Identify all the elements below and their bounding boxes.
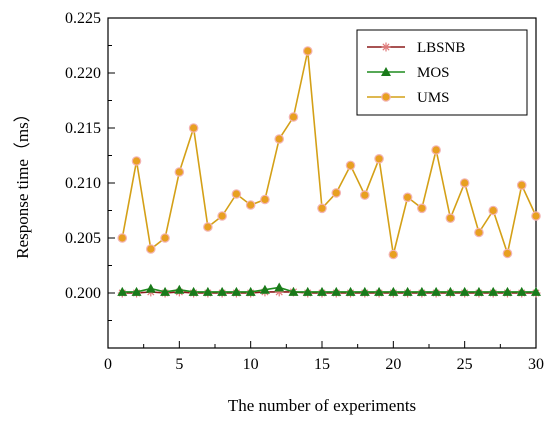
data-point — [288, 112, 299, 122]
data-point — [331, 188, 342, 198]
legend-entry-ums: UMS — [367, 90, 450, 106]
y-axis: 0.200 0.205 0.210 0.215 0.220 0.225 — [65, 10, 115, 349]
data-point — [459, 286, 470, 296]
y-tick-label: 0.200 — [65, 285, 101, 302]
data-point — [317, 203, 327, 214]
data-point — [160, 233, 170, 243]
x-tick-label: 0 — [104, 356, 112, 373]
data-point — [231, 286, 242, 296]
data-point — [288, 286, 299, 296]
data-point — [160, 286, 171, 296]
data-point — [359, 190, 370, 200]
y-tick-label: 0.205 — [65, 230, 101, 247]
data-point — [231, 189, 242, 199]
data-point — [245, 286, 256, 296]
data-point — [345, 286, 356, 296]
data-point — [174, 284, 185, 294]
asterisk-stroke — [382, 43, 390, 51]
data-point — [331, 286, 342, 296]
data-point — [274, 282, 285, 292]
data-point — [474, 227, 484, 238]
y-axis-title: Response time（ms） — [13, 105, 32, 258]
data-point — [502, 286, 513, 296]
data-point — [445, 213, 456, 223]
data-point — [117, 233, 128, 243]
data-point — [488, 286, 499, 296]
data-point — [259, 284, 270, 294]
x-tick-label: 30 — [528, 356, 544, 373]
data-point — [302, 46, 313, 56]
data-point — [516, 286, 527, 296]
series-line — [121, 50, 537, 257]
data-point — [416, 286, 427, 296]
data-point — [202, 286, 213, 296]
data-point — [188, 123, 199, 133]
data-point — [317, 286, 327, 296]
data-point — [445, 286, 456, 296]
legend-entry-lbsnb: LBSNB — [367, 40, 465, 56]
data-point — [146, 244, 156, 254]
data-point — [374, 154, 384, 164]
data-point — [217, 286, 228, 296]
x-tick-label: 10 — [243, 356, 259, 373]
x-tick-label: 25 — [457, 356, 473, 373]
x-tick-label: 20 — [385, 356, 401, 373]
legend-label: UMS — [417, 90, 450, 106]
legend-label: MOS — [417, 65, 450, 81]
data-point — [188, 286, 199, 296]
y-tick-label: 0.215 — [65, 120, 101, 137]
series-ums — [117, 46, 541, 260]
legend-label: LBSNB — [417, 40, 465, 56]
data-point — [381, 42, 391, 52]
data-point — [502, 248, 513, 259]
data-point — [174, 167, 185, 177]
data-point — [260, 194, 270, 205]
x-tick-label: 15 — [314, 356, 330, 373]
data-point — [431, 145, 441, 155]
data-point — [145, 283, 156, 293]
data-point — [359, 286, 370, 296]
data-point — [117, 286, 128, 296]
data-point — [531, 211, 541, 221]
series-line — [122, 286, 536, 293]
data-point — [531, 286, 541, 296]
data-point — [381, 92, 391, 102]
data-point — [431, 286, 442, 296]
data-point — [459, 178, 470, 188]
data-point — [488, 205, 498, 216]
data-point — [381, 67, 391, 76]
data-point — [402, 192, 413, 203]
x-tick-label: 5 — [175, 356, 183, 373]
legend: LBSNB MOS UMS — [356, 29, 528, 116]
data-point — [516, 180, 527, 190]
data-point — [402, 286, 413, 296]
y-tick-label: 0.220 — [65, 65, 101, 82]
series-mos — [117, 282, 541, 296]
data-point — [245, 200, 256, 210]
data-point — [388, 286, 399, 296]
data-point — [203, 222, 213, 232]
data-point — [217, 211, 227, 221]
data-point — [131, 286, 142, 296]
y-tick-label: 0.225 — [65, 10, 101, 27]
x-axis: 0 5 10 15 20 25 30 — [104, 341, 544, 373]
data-point — [388, 249, 399, 260]
data-point — [302, 286, 313, 296]
y-tick-label: 0.210 — [65, 175, 101, 192]
legend-entry-mos: MOS — [367, 65, 450, 81]
data-point — [131, 156, 142, 166]
data-point — [417, 203, 427, 214]
data-point — [473, 286, 484, 296]
data-point — [374, 286, 385, 296]
data-point — [345, 160, 356, 171]
x-axis-title: The number of experiments — [228, 396, 416, 415]
series-layer — [117, 46, 541, 298]
data-point — [274, 134, 284, 144]
